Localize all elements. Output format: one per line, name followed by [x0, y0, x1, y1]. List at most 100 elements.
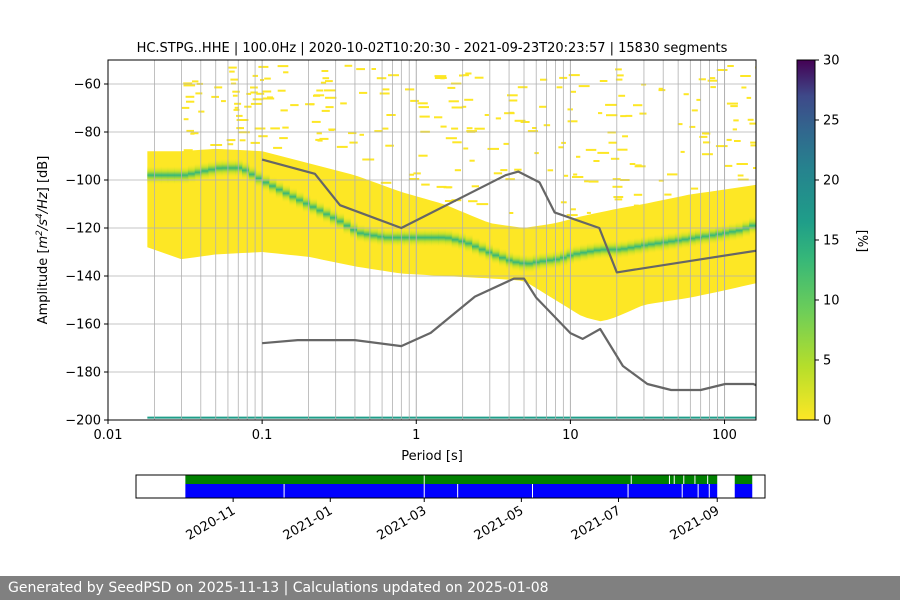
- density-cell: [336, 145, 348, 148]
- density-cell: [539, 105, 547, 108]
- timeline-tick-label: 2021-05: [472, 503, 527, 543]
- density-cell: [634, 165, 646, 168]
- density-mode-cell: [357, 223, 365, 243]
- density-cell: [250, 91, 258, 94]
- density-mode-cell: [701, 226, 710, 246]
- density-mode-cell: [647, 234, 656, 254]
- density-cell: [282, 126, 289, 129]
- density-mode-cell: [309, 197, 318, 217]
- density-mode-cell: [668, 231, 676, 251]
- density-cell: [737, 174, 744, 177]
- density-cell: [382, 88, 390, 91]
- density-cell: [195, 92, 203, 95]
- density-mode-cell: [593, 240, 602, 260]
- colorbar-tick-label: 20: [823, 174, 840, 189]
- density-mode-cell: [688, 228, 696, 248]
- density-mode-cell: [526, 254, 534, 274]
- density-cell: [677, 123, 683, 126]
- density-cell: [599, 80, 608, 82]
- density-mode-cell: [154, 165, 162, 185]
- density-mode-cell: [242, 160, 250, 180]
- density-cell: [689, 125, 696, 128]
- density-mode-cell: [248, 164, 257, 184]
- timeline-coverage-bottom: [185, 484, 718, 498]
- density-mode-cell: [749, 216, 756, 236]
- density-mode-cell: [147, 165, 155, 185]
- density-cell: [185, 95, 195, 98]
- density-mode-cell: [208, 160, 216, 180]
- colorbar-tick-label: 0: [823, 414, 831, 429]
- density-cell: [715, 145, 728, 148]
- density-cell: [747, 118, 754, 121]
- density-cell: [698, 78, 706, 81]
- density-cell: [658, 89, 666, 92]
- density-cell: [229, 70, 235, 73]
- colorbar-tick-label: 10: [823, 294, 840, 309]
- density-mode-cell: [438, 228, 446, 248]
- density-mode-cell: [586, 241, 595, 262]
- density-cell: [183, 84, 196, 87]
- density-cell: [283, 71, 289, 74]
- timeline-tick-label: 2021-01: [281, 503, 336, 543]
- density-cell: [620, 115, 627, 118]
- density-mode-cell: [722, 223, 730, 243]
- density-cell: [434, 77, 447, 79]
- density-cell: [321, 109, 330, 112]
- density-cell: [464, 98, 474, 101]
- density-cell: [493, 172, 503, 175]
- timeline-tick-label: 2020-11: [184, 503, 239, 543]
- x-tick-label: 10: [562, 428, 579, 443]
- density-cell: [461, 105, 467, 108]
- density-mode-cell: [167, 165, 175, 185]
- y-tick-label: −80: [74, 126, 101, 141]
- density-mode-cell: [546, 250, 554, 270]
- density-mode-cell: [174, 165, 182, 185]
- colorbar-tick-label: 5: [823, 354, 831, 369]
- density-cell: [540, 78, 548, 81]
- density-cell: [311, 120, 321, 123]
- density-cell: [227, 143, 234, 146]
- density-cell: [267, 96, 273, 99]
- density-cell: [606, 114, 618, 117]
- density-cell: [484, 114, 489, 116]
- density-cell: [584, 180, 589, 183]
- density-cell: [476, 203, 489, 206]
- density-cell: [618, 94, 626, 97]
- density-cell: [183, 149, 193, 152]
- density-mode-cell: [201, 161, 209, 181]
- density-cell: [315, 138, 322, 141]
- colorbar: [796, 59, 816, 421]
- density-cell: [564, 174, 569, 177]
- x-tick-label: 1: [412, 428, 420, 443]
- x-tick-label: 0.1: [252, 428, 273, 443]
- density-cell: [325, 106, 334, 109]
- density-cell: [578, 85, 590, 88]
- density-cell: [262, 97, 275, 100]
- density-mode-cell: [282, 183, 290, 203]
- density-mode-cell: [424, 228, 432, 248]
- density-mode-cell: [228, 158, 236, 178]
- density-mode-cell: [444, 228, 453, 248]
- density-cell: [348, 132, 357, 135]
- density-cell: [658, 179, 664, 182]
- density-mode-cell: [363, 224, 372, 244]
- density-mode-cell: [329, 208, 338, 228]
- density-cell: [465, 72, 472, 75]
- density-cell: [517, 86, 528, 89]
- density-cell: [316, 89, 324, 92]
- density-mode-cell: [262, 172, 270, 193]
- density-mode-cell: [472, 236, 480, 257]
- density-cell: [466, 127, 473, 130]
- density-cell: [629, 163, 636, 165]
- density-cell: [736, 163, 748, 165]
- density-cell: [573, 173, 578, 176]
- density-cell: [280, 109, 288, 112]
- density-cell: [451, 127, 459, 130]
- density-mode-cell: [512, 252, 520, 272]
- density-cell: [190, 132, 195, 135]
- density-cell: [447, 86, 456, 89]
- density-cell: [313, 94, 321, 97]
- density-cell: [183, 118, 189, 121]
- density-cell: [527, 130, 538, 133]
- density-cell: [379, 92, 390, 95]
